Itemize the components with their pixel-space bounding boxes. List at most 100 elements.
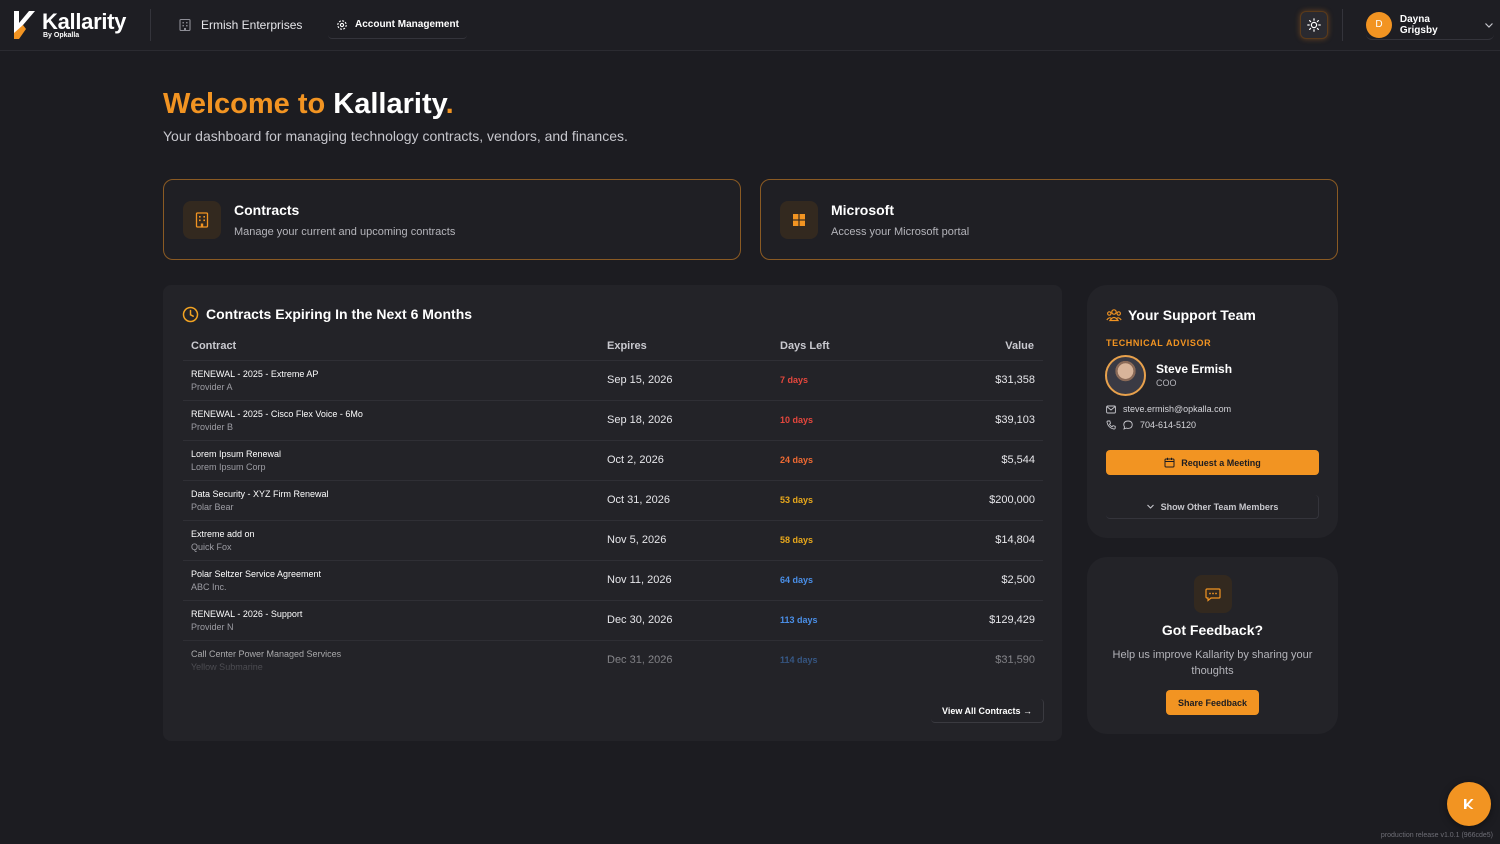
contract-provider: Provider N	[191, 622, 234, 632]
contract-days-left: 58 days	[780, 535, 814, 545]
table-row[interactable]: Lorem Ipsum Renewal Lorem Ipsum Corp Oct 2…	[183, 440, 1043, 480]
advisor-phone-link[interactable]: 704-614-5120	[1140, 420, 1197, 430]
contracts-table-body: RENEWAL - 2025 - Extreme AP Provider A Sep…	[183, 360, 1043, 680]
user-name: Dayna Grigsby	[1399, 13, 1438, 36]
top-navigation-bar: Kallarity By Opkalla Ermish Enterprises …	[0, 0, 1500, 51]
contract-name: Data Security - XYZ Firm Renewal	[191, 489, 329, 499]
contract-provider: Lorem Ipsum Corp	[191, 462, 266, 472]
contract-name: Lorem Ipsum Renewal	[191, 449, 282, 459]
windows-grid-icon	[780, 201, 818, 239]
contract-days-left: 113 days	[780, 615, 818, 625]
column-header-value[interactable]: Value	[1005, 340, 1034, 352]
request-meeting-label: Request a Meeting	[1181, 457, 1261, 468]
contract-name: Extreme add on	[191, 529, 255, 539]
microsoft-card-description: Access your Microsoft portal	[831, 226, 970, 238]
advisor-photo	[1105, 355, 1146, 396]
table-row[interactable]: Polar Seltzer Service Agreement ABC Inc. N…	[183, 560, 1043, 600]
contracts-card-description: Manage your current and upcoming contrac…	[234, 226, 456, 238]
contract-provider: ABC Inc.	[191, 582, 227, 592]
contract-value: $5,544	[1001, 454, 1035, 466]
contract-value: $200,000	[989, 494, 1035, 506]
logo-wordmark: Kallarity	[42, 9, 127, 34]
share-feedback-button[interactable]: Share Feedback	[1166, 690, 1259, 715]
contract-days-left: 10 days	[780, 415, 814, 425]
microsoft-card[interactable]: Microsoft Access your Microsoft portal	[760, 179, 1338, 260]
account-management-label: Account Management	[355, 19, 459, 30]
request-meeting-button[interactable]: Request a Meeting	[1106, 450, 1319, 475]
expiring-contracts-title: Contracts Expiring In the Next 6 Months	[206, 306, 473, 322]
version-label: production release v1.0.1 (966cde5)	[1380, 832, 1493, 839]
contract-name: RENEWAL - 2025 - Extreme AP	[191, 369, 319, 379]
contract-expires: Sep 18, 2026	[607, 414, 673, 426]
view-all-contracts-button[interactable]: View All Contracts →	[931, 699, 1044, 723]
table-row[interactable]: RENEWAL - 2025 - Extreme AP Provider A Sep…	[183, 360, 1043, 400]
user-menu-button[interactable]: D Dayna Grigsby	[1366, 10, 1494, 40]
contract-provider: Provider A	[191, 382, 233, 392]
chevron-down-icon	[1485, 22, 1493, 28]
welcome-brand: Kallarity	[333, 88, 446, 120]
chevron-down-icon	[1146, 504, 1154, 509]
page-title: Welcome to Kallarity.	[163, 88, 454, 121]
contract-value: $14,804	[995, 534, 1035, 546]
organization-name: Ermish Enterprises	[201, 18, 303, 32]
kallarity-logo-icon	[14, 11, 35, 39]
calendar-icon	[1164, 457, 1175, 468]
contract-expires: Nov 11, 2026	[607, 574, 672, 586]
header-divider	[150, 9, 151, 41]
table-row[interactable]: RENEWAL - 2026 - Support Provider N Dec 30…	[183, 600, 1043, 640]
gear-icon	[337, 19, 347, 30]
column-header-days-left[interactable]: Days Left	[780, 340, 830, 352]
chat-icon[interactable]	[1123, 420, 1133, 430]
contract-provider: Provider B	[191, 422, 234, 432]
organization-selector[interactable]: Ermish Enterprises	[170, 11, 310, 39]
advisor-role: TECHNICAL ADVISOR	[1106, 338, 1212, 348]
microsoft-card-title: Microsoft	[831, 202, 894, 218]
contract-expires: Oct 31, 2026	[607, 494, 670, 506]
advisor-email-link[interactable]: steve.ermish@opkalla.com	[1123, 404, 1232, 414]
list-fade-overlay	[163, 635, 1062, 680]
support-team-card: Your Support Team TECHNICAL ADVISOR Stev…	[1087, 285, 1338, 538]
theme-toggle-button[interactable]	[1300, 11, 1328, 39]
mail-icon	[1106, 405, 1116, 414]
contract-name: RENEWAL - 2025 - Cisco Flex Voice - 6Mo	[191, 409, 363, 419]
advisor-position: COO	[1156, 378, 1177, 388]
table-row[interactable]: Data Security - XYZ Firm Renewal Polar Be…	[183, 480, 1043, 520]
account-management-button[interactable]: Account Management	[328, 11, 467, 39]
feedback-title: Got Feedback?	[1161, 622, 1264, 638]
sun-icon	[1307, 18, 1321, 32]
feedback-description: Help us improve Kallarity by sharing you…	[1112, 649, 1313, 677]
welcome-prefix: Welcome to	[163, 88, 326, 120]
advisor-name: Steve Ermish	[1156, 362, 1233, 376]
contract-provider: Polar Bear	[191, 502, 234, 512]
contract-name: Polar Seltzer Service Agreement	[191, 569, 322, 579]
message-icon	[1194, 575, 1232, 613]
support-team-title: Your Support Team	[1128, 307, 1256, 323]
feedback-card: Got Feedback? Help us improve Kallarity …	[1087, 557, 1338, 734]
contract-days-left: 7 days	[780, 375, 809, 385]
phone-icon[interactable]	[1106, 420, 1116, 430]
contracts-card[interactable]: Contracts Manage your current and upcomi…	[163, 179, 741, 260]
show-other-team-members-button[interactable]: Show Other Team Members	[1106, 495, 1319, 519]
contract-value: $39,103	[995, 414, 1035, 426]
team-icon	[1106, 309, 1122, 322]
column-header-expires[interactable]: Expires	[607, 340, 647, 352]
contract-provider: Quick Fox	[191, 542, 232, 552]
column-header-contract[interactable]: Contract	[191, 340, 237, 352]
contract-name: RENEWAL - 2026 - Support	[191, 609, 303, 619]
contract-expires: Dec 30, 2026	[607, 614, 673, 626]
welcome-dot: .	[445, 88, 454, 120]
contract-days-left: 64 days	[780, 575, 814, 585]
contract-value: $2,500	[1001, 574, 1035, 586]
contract-expires: Nov 5, 2026	[607, 534, 667, 546]
table-row[interactable]: Extreme add on Quick Fox Nov 5, 2026 58 day…	[183, 520, 1043, 560]
building-icon	[183, 201, 221, 239]
contract-days-left: 24 days	[780, 455, 814, 465]
kallarity-logo-icon	[1464, 799, 1474, 809]
user-avatar: D	[1366, 11, 1392, 38]
kallarity-logo[interactable]: Kallarity By Opkalla	[12, 9, 132, 41]
contract-expires: Oct 2, 2026	[607, 454, 664, 466]
clock-icon	[182, 306, 199, 323]
kallarity-assistant-button[interactable]	[1447, 782, 1491, 826]
header-divider	[1342, 9, 1343, 41]
table-row[interactable]: RENEWAL - 2025 - Cisco Flex Voice - 6Mo P…	[183, 400, 1043, 440]
